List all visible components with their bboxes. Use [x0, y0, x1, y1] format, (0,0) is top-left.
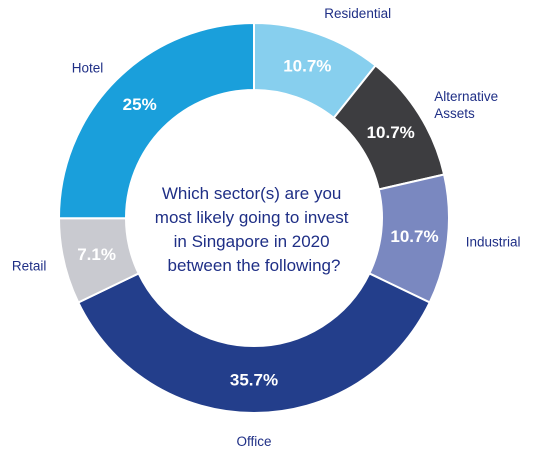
percent-label-alternative-assets: 10.7% — [367, 123, 415, 142]
category-label-alternative-assets: Alternative Assets — [434, 89, 498, 121]
percent-label-office: 35.7% — [230, 371, 278, 390]
category-label-line: Alternative — [434, 89, 498, 104]
category-label-retail: Retail — [12, 259, 47, 274]
category-labels-group: Residential Alternative Assets Industrial Of… — [12, 6, 521, 449]
category-label-office: Office — [236, 434, 271, 449]
percent-label-residential: 10.7% — [283, 57, 331, 76]
category-label-line: Retail — [12, 259, 47, 274]
category-label-line: Hotel — [72, 61, 104, 76]
slice-hotel — [57, 21, 255, 220]
percent-label-retail: 7.1% — [77, 245, 116, 264]
category-label-residential: Residential — [324, 6, 391, 21]
category-label-line: Industrial — [466, 235, 521, 250]
slices-group — [57, 21, 450, 414]
slice-office — [76, 272, 432, 414]
category-label-line: Residential — [324, 6, 391, 21]
category-label-industrial: Industrial — [466, 235, 521, 250]
category-label-line: Assets — [434, 106, 475, 121]
center-question-line: in Singapore in 2020 — [174, 232, 330, 251]
percent-labels-group: 10.7% 10.7% 10.7% 35.7% 7.1% 25% — [77, 57, 438, 390]
center-question: Which sector(s) are you most likely goin… — [155, 184, 353, 275]
category-label-line: Office — [236, 434, 271, 449]
percent-label-industrial: 10.7% — [390, 227, 438, 246]
center-question-line: Which sector(s) are you — [162, 184, 342, 203]
center-question-line: most likely going to invest — [155, 208, 349, 227]
percent-label-hotel: 25% — [123, 95, 157, 114]
category-label-hotel: Hotel — [72, 61, 104, 76]
center-question-line: between the following? — [168, 256, 341, 275]
